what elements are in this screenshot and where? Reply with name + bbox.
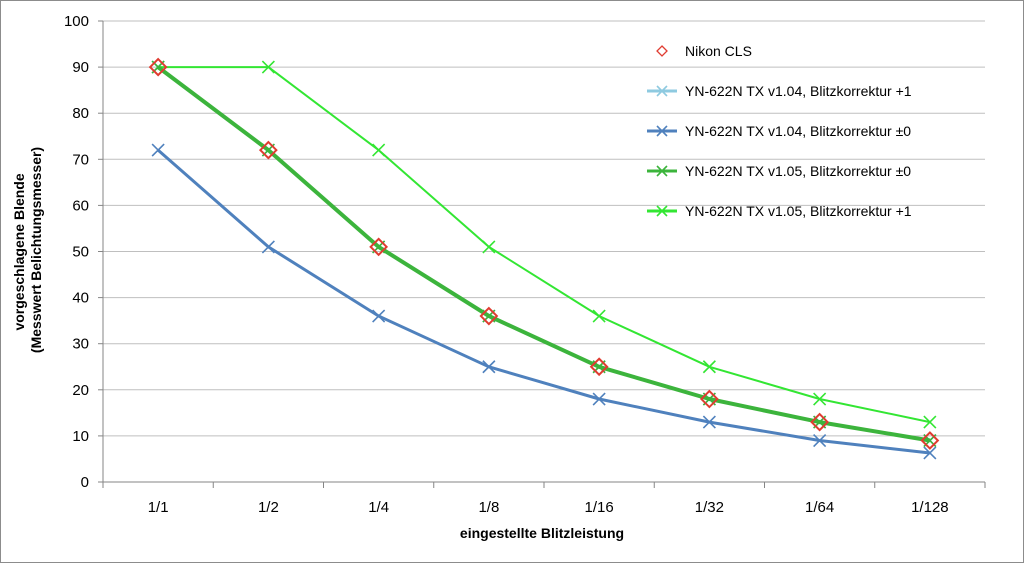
x-marker-stroke (261, 240, 275, 254)
y-axis-title-line-2: (Messwert Belichtungsmesser) (28, 147, 44, 353)
y-tick-label: 40 (72, 290, 89, 307)
data-point (699, 389, 719, 409)
x-marker-stroke (702, 415, 716, 429)
y-tick-label: 0 (81, 474, 89, 491)
y-tick-label: 10 (72, 428, 89, 445)
data-point (923, 446, 937, 460)
data-point (261, 240, 275, 254)
data-point (702, 415, 716, 429)
x-tick-label: 1/2 (258, 499, 279, 516)
x-axis-title: eingestellte Blitzleistung (460, 525, 624, 541)
data-point (258, 140, 278, 160)
legend-swatch-marker (656, 205, 668, 217)
x-marker-stroke (372, 143, 386, 157)
legend-label: YN-622N TX v1.05, Blitzkorrektur +1 (685, 203, 912, 219)
data-point (589, 357, 609, 377)
data-point (923, 415, 937, 429)
data-point (479, 306, 499, 326)
x-tick-label: 1/128 (911, 499, 949, 516)
x-marker-stroke (656, 125, 668, 137)
legend-entry: YN-622N TX v1.05, Blitzkorrektur ±0 (647, 163, 911, 179)
x-marker-stroke (813, 433, 827, 448)
legend-label: YN-622N TX v1.04, Blitzkorrektur +1 (685, 83, 912, 99)
x-marker-stroke (372, 309, 386, 323)
series-line (157, 148, 931, 455)
x-tick-label: 1/32 (695, 499, 724, 516)
y-tick-label: 80 (72, 105, 89, 122)
legend-swatch-marker (656, 165, 668, 177)
y-tick-label: 30 (72, 336, 89, 353)
legend-entry: YN-622N TX v1.04, Blitzkorrektur ±0 (647, 123, 911, 139)
legend-label: YN-622N TX v1.05, Blitzkorrektur ±0 (685, 163, 911, 179)
series-3 (151, 60, 937, 448)
data-point (148, 57, 168, 77)
x-marker-stroke (151, 143, 165, 157)
series-0 (148, 57, 940, 450)
x-tick-label: 1/8 (478, 499, 499, 516)
x-marker-stroke (482, 240, 496, 254)
legend-entry: Nikon CLS (656, 43, 752, 59)
data-point (151, 143, 165, 157)
x-marker-stroke (592, 392, 606, 406)
data-point (592, 309, 606, 323)
x-marker-stroke (923, 415, 937, 429)
x-tick-label: 1/1 (148, 499, 169, 516)
series-line (158, 66, 931, 424)
x-marker-stroke (482, 360, 496, 374)
legend-swatch-marker (656, 125, 668, 137)
data-point (261, 60, 275, 74)
x-marker-stroke (656, 85, 668, 97)
x-tick-labels: 1/1 1/2 1/4 1/8 1/16 1/32 1/64 1/128 (148, 499, 949, 516)
data-point (372, 143, 386, 157)
data-point (482, 360, 496, 374)
y-axis-title-line-1: vorgeschlagene Blende (11, 173, 27, 330)
data-point (813, 433, 827, 448)
axes (98, 20, 986, 488)
series-1 (151, 60, 937, 448)
y-axis-title: vorgeschlagene Blende (Messwert Belichtu… (11, 147, 44, 353)
data-point (372, 309, 386, 323)
legend-swatch-marker (656, 45, 668, 57)
legend: Nikon CLS YN-622N TX v1.04, Blitzkorrektu… (647, 43, 912, 219)
legend-entry: YN-622N TX v1.05, Blitzkorrektur +1 (647, 203, 912, 219)
data-point (369, 237, 389, 257)
x-marker-stroke (656, 165, 668, 177)
data-point (482, 240, 496, 254)
legend-entry: YN-622N TX v1.04, Blitzkorrektur +1 (647, 83, 912, 99)
series-line (156, 65, 931, 443)
data-point (592, 392, 606, 406)
data-point (813, 392, 827, 406)
data-point (702, 360, 716, 374)
legend-swatch-marker (656, 85, 668, 97)
x-tick-label: 1/64 (805, 499, 834, 516)
x-tick-label: 1/4 (368, 499, 389, 516)
y-tick-label: 20 (72, 382, 89, 399)
x-marker-stroke (923, 446, 937, 460)
legend-label: Nikon CLS (685, 43, 752, 59)
y-tick-labels: 0 10 20 30 40 50 60 70 80 90 100 (64, 13, 89, 491)
x-tick-label: 1/16 (585, 499, 614, 516)
series-2 (151, 143, 937, 460)
x-marker-stroke (592, 309, 606, 323)
legend-label: YN-622N TX v1.04, Blitzkorrektur ±0 (685, 123, 911, 139)
x-marker-stroke (702, 360, 716, 374)
y-tick-label: 100 (64, 13, 89, 30)
y-tick-label: 60 (72, 197, 89, 214)
x-marker-stroke (261, 60, 275, 74)
x-marker-stroke (656, 205, 668, 217)
data-point (920, 431, 940, 450)
series-layer (148, 57, 940, 460)
y-tick-label: 50 (72, 244, 89, 261)
data-point (810, 412, 830, 432)
y-tick-label: 70 (72, 151, 89, 168)
y-tick-label: 90 (72, 59, 89, 76)
x-marker-stroke (813, 392, 827, 406)
